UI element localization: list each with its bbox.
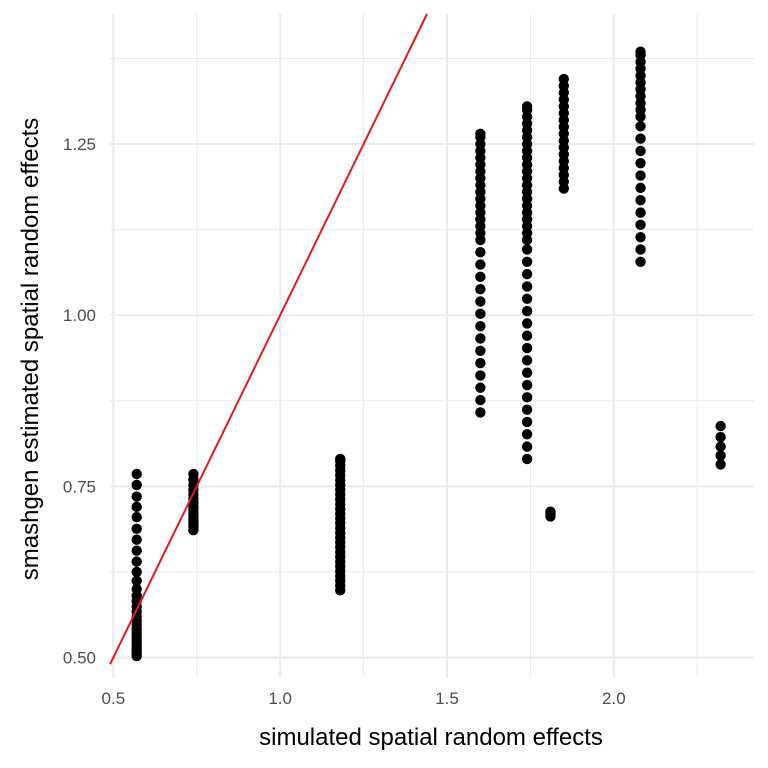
data-point bbox=[635, 182, 646, 194]
minor-gridlines bbox=[110, 14, 754, 678]
data-point bbox=[521, 318, 533, 329]
data-point bbox=[521, 330, 533, 341]
data-point bbox=[635, 121, 646, 132]
data-point bbox=[475, 296, 486, 307]
data-point bbox=[475, 320, 486, 332]
data-point bbox=[635, 231, 646, 243]
data-point bbox=[635, 46, 646, 57]
y-tick-label: 1.00 bbox=[63, 306, 96, 325]
data-point bbox=[521, 101, 533, 112]
data-point bbox=[715, 459, 726, 470]
data-point bbox=[521, 416, 533, 428]
data-point bbox=[521, 256, 533, 267]
data-point bbox=[715, 441, 726, 452]
data-point bbox=[521, 453, 533, 465]
data-point bbox=[475, 345, 486, 356]
data-point bbox=[715, 431, 726, 443]
data-point bbox=[131, 479, 142, 491]
data-point bbox=[521, 392, 533, 403]
y-tick-labels: 0.50 0.75 1.00 1.25 bbox=[63, 135, 96, 667]
data-point bbox=[545, 506, 556, 517]
data-point bbox=[475, 407, 486, 418]
data-point bbox=[635, 207, 646, 218]
data-point bbox=[475, 308, 486, 320]
data-point bbox=[131, 523, 142, 534]
data-point bbox=[475, 333, 486, 344]
data-point bbox=[635, 158, 646, 169]
x-axis-title: simulated spatial random effects bbox=[259, 724, 603, 751]
data-point bbox=[558, 73, 569, 85]
data-point bbox=[715, 420, 726, 432]
data-point bbox=[131, 534, 142, 545]
x-tick-label: 1.5 bbox=[435, 689, 459, 708]
data-point bbox=[521, 293, 533, 304]
data-point bbox=[521, 268, 533, 280]
data-point bbox=[521, 244, 533, 255]
data-point bbox=[635, 194, 646, 206]
data-point bbox=[475, 370, 486, 381]
x-tick-label: 2.0 bbox=[602, 689, 626, 708]
data-point bbox=[635, 170, 646, 181]
data-point bbox=[635, 219, 646, 231]
reference-line bbox=[109, 13, 428, 665]
data-point bbox=[131, 566, 142, 578]
data-point bbox=[131, 491, 142, 502]
data-point bbox=[521, 404, 533, 415]
y-tick-label: 0.75 bbox=[63, 477, 96, 496]
data-point bbox=[521, 355, 533, 366]
x-tick-label: 1.0 bbox=[268, 689, 292, 708]
y-tick-label: 0.50 bbox=[63, 648, 96, 667]
data-point bbox=[131, 511, 142, 523]
data-point bbox=[475, 247, 486, 258]
data-point bbox=[131, 468, 142, 480]
data-point bbox=[131, 583, 142, 595]
x-tick-label: 0.5 bbox=[102, 689, 126, 708]
data-point bbox=[475, 128, 486, 139]
data-point bbox=[521, 429, 533, 440]
data-point bbox=[521, 342, 533, 354]
data-point bbox=[521, 379, 533, 391]
data-point bbox=[521, 305, 533, 317]
data-point bbox=[635, 244, 646, 255]
data-point bbox=[475, 357, 486, 369]
data-point bbox=[521, 441, 533, 452]
data-point bbox=[188, 468, 199, 480]
data-point bbox=[521, 281, 533, 292]
data-point bbox=[635, 145, 646, 157]
y-axis-title: smashgen estimated spatial random effect… bbox=[17, 118, 44, 580]
data-point bbox=[131, 545, 142, 556]
data-point bbox=[475, 394, 486, 406]
x-tick-labels: 0.5 1.0 1.5 2.0 bbox=[102, 689, 626, 708]
major-gridlines bbox=[110, 14, 754, 678]
data-point bbox=[715, 450, 726, 461]
data-point bbox=[635, 256, 646, 267]
data-point bbox=[131, 501, 142, 513]
data-point bbox=[475, 259, 486, 270]
data-point bbox=[131, 575, 142, 586]
data-point bbox=[635, 133, 646, 144]
data-point bbox=[131, 556, 142, 567]
data-point bbox=[475, 382, 486, 393]
data-point bbox=[475, 283, 486, 295]
data-point bbox=[521, 367, 533, 378]
data-point bbox=[475, 271, 486, 283]
data-points bbox=[131, 46, 726, 662]
y-tick-label: 1.25 bbox=[63, 135, 96, 154]
data-point bbox=[335, 453, 346, 465]
